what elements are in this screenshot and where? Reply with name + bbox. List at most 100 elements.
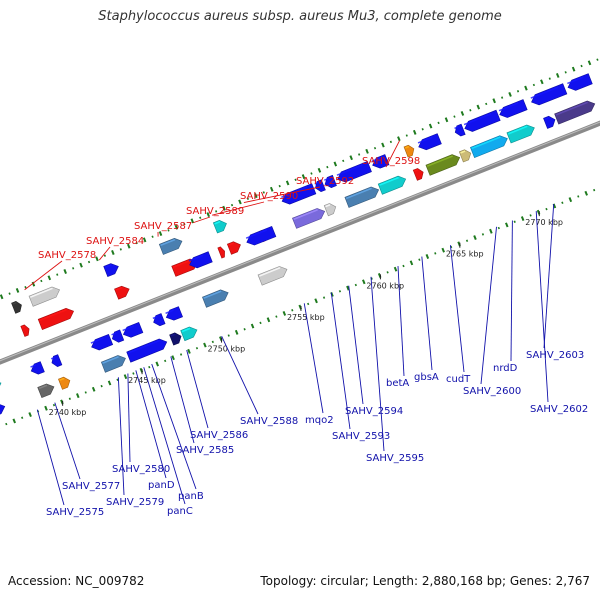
gene-feature[interactable]: [217, 246, 225, 259]
ruler-tick: [179, 353, 183, 356]
gene-feature[interactable]: [344, 186, 380, 208]
gene-feature[interactable]: [202, 289, 229, 308]
forward-gene-label[interactable]: SAHV_2598: [362, 156, 420, 167]
feature-layer: [0, 73, 596, 418]
reverse-gene-label[interactable]: cudT: [446, 374, 471, 385]
forward-label-leader: [24, 260, 63, 291]
gene-feature[interactable]: [470, 135, 508, 158]
gene-feature-highlight: [555, 101, 588, 116]
ruler-tick: [577, 195, 580, 198]
reverse-label-leader: [348, 285, 364, 405]
ruler-tick: [72, 267, 75, 270]
reverse-gene-label[interactable]: SAHV_2593: [332, 431, 390, 442]
ruler-tick: [460, 110, 465, 116]
gene-feature[interactable]: [153, 313, 166, 327]
ruler-tick: [561, 201, 564, 205]
forward-gene-label[interactable]: SAHV_2578: [38, 250, 96, 261]
ruler-tick: [365, 148, 369, 154]
gene-feature-highlight: [498, 102, 519, 112]
gene-feature[interactable]: [567, 73, 593, 91]
forward-gene-label[interactable]: SAHV_2589: [186, 206, 244, 217]
gene-feature[interactable]: [37, 307, 75, 330]
gene-feature[interactable]: [506, 124, 535, 144]
gene-feature[interactable]: [0, 380, 2, 395]
gene-feature[interactable]: [91, 334, 114, 351]
reverse-gene-label[interactable]: SAHV_2586: [190, 430, 248, 441]
ruler-tick: [373, 146, 377, 150]
reverse-gene-label[interactable]: nrdD: [493, 363, 518, 374]
gene-feature[interactable]: [292, 208, 326, 229]
gene-feature[interactable]: [165, 306, 183, 321]
gene-feature[interactable]: [281, 183, 317, 205]
gene-feature[interactable]: [189, 251, 213, 269]
ruler-tick: [418, 258, 421, 261]
gene-feature[interactable]: [337, 161, 372, 183]
backbone-layer: [0, 120, 600, 365]
ruler-tick: [259, 321, 262, 325]
reverse-gene-label[interactable]: SAHV_2577: [62, 481, 120, 492]
gene-feature[interactable]: [499, 99, 528, 118]
reverse-label-leader: [421, 256, 433, 371]
gene-feature[interactable]: [28, 286, 61, 307]
gene-feature[interactable]: [257, 266, 288, 286]
ruler-tick: [393, 266, 398, 272]
reverse-gene-label[interactable]: SAHV_2595: [366, 453, 424, 464]
forward-gene-label[interactable]: SAHV_2587: [134, 221, 192, 232]
forward-gene-label[interactable]: SAHV_2590: [240, 191, 298, 202]
gene-feature[interactable]: [111, 329, 125, 343]
reverse-gene-label[interactable]: SAHV_2603: [526, 350, 584, 361]
reverse-gene-label[interactable]: panC: [167, 506, 193, 517]
gene-feature[interactable]: [531, 83, 568, 106]
reverse-label-leader: [36, 409, 65, 506]
ruler-tick: [580, 64, 583, 68]
ruler-tick: [505, 222, 509, 228]
gene-feature[interactable]: [158, 237, 183, 255]
reverse-gene-label[interactable]: SAHV_2575: [46, 507, 104, 518]
reverse-gene-label[interactable]: SAHV_2588: [240, 416, 298, 427]
gene-feature[interactable]: [122, 322, 144, 338]
ruler-tick: [489, 228, 493, 234]
gene-feature-highlight: [245, 229, 268, 239]
reverse-gene-label[interactable]: SAHV_2600: [463, 386, 521, 397]
ruler-tick: [397, 136, 401, 142]
gene-feature[interactable]: [418, 133, 442, 151]
gene-feature[interactable]: [126, 338, 168, 363]
gene-feature-highlight: [170, 333, 176, 337]
reverse-gene-label[interactable]: SAHV_2579: [106, 497, 164, 508]
reverse-gene-label[interactable]: betA: [386, 378, 409, 389]
ruler-tick: [8, 292, 11, 295]
ruler-tick: [342, 159, 345, 163]
forward-label-leader: [98, 246, 111, 261]
reverse-label-layer: SAHV_2575 SAHV_2577 SAHV_2579 SAHV_2580 panD…: [36, 204, 588, 518]
ruler-tick: [230, 203, 234, 207]
forward-gene-label[interactable]: SAHV_2584: [86, 236, 144, 247]
reverse-gene-label[interactable]: gbsA: [414, 372, 439, 383]
gene-feature[interactable]: [51, 354, 63, 367]
gene-feature[interactable]: [246, 226, 277, 246]
gene-feature[interactable]: [100, 355, 126, 373]
ruler-tick: [107, 380, 112, 386]
ruler-tick: [540, 79, 544, 85]
ruler-tick: [473, 235, 477, 241]
ruler-tick: [142, 237, 147, 243]
reverse-gene-label[interactable]: SAHV_2585: [176, 445, 234, 456]
reverse-gene-label[interactable]: SAHV_2602: [530, 404, 588, 415]
reverse-gene-label[interactable]: panB: [178, 491, 204, 502]
ruler-tick: [513, 220, 516, 223]
reverse-gene-label[interactable]: SAHV_2580: [112, 464, 170, 475]
reverse-gene-label[interactable]: mqo2: [305, 415, 334, 426]
ruler-tick: [79, 262, 83, 268]
gene-feature[interactable]: [0, 404, 6, 418]
reverse-gene-label[interactable]: SAHV_2594: [345, 406, 403, 417]
gene-feature[interactable]: [377, 175, 407, 195]
gene-feature[interactable]: [372, 154, 390, 169]
gene-feature[interactable]: [30, 361, 45, 375]
reverse-gene-label[interactable]: panD: [148, 480, 175, 491]
gene-feature[interactable]: [464, 109, 501, 132]
gene-feature[interactable]: [425, 154, 461, 176]
ruler-tick: [425, 254, 430, 259]
gene-feature[interactable]: [554, 100, 596, 125]
forward-gene-label[interactable]: SAHV_2592: [296, 176, 354, 187]
gene-feature[interactable]: [454, 123, 466, 137]
ruler-tick: [183, 222, 186, 226]
